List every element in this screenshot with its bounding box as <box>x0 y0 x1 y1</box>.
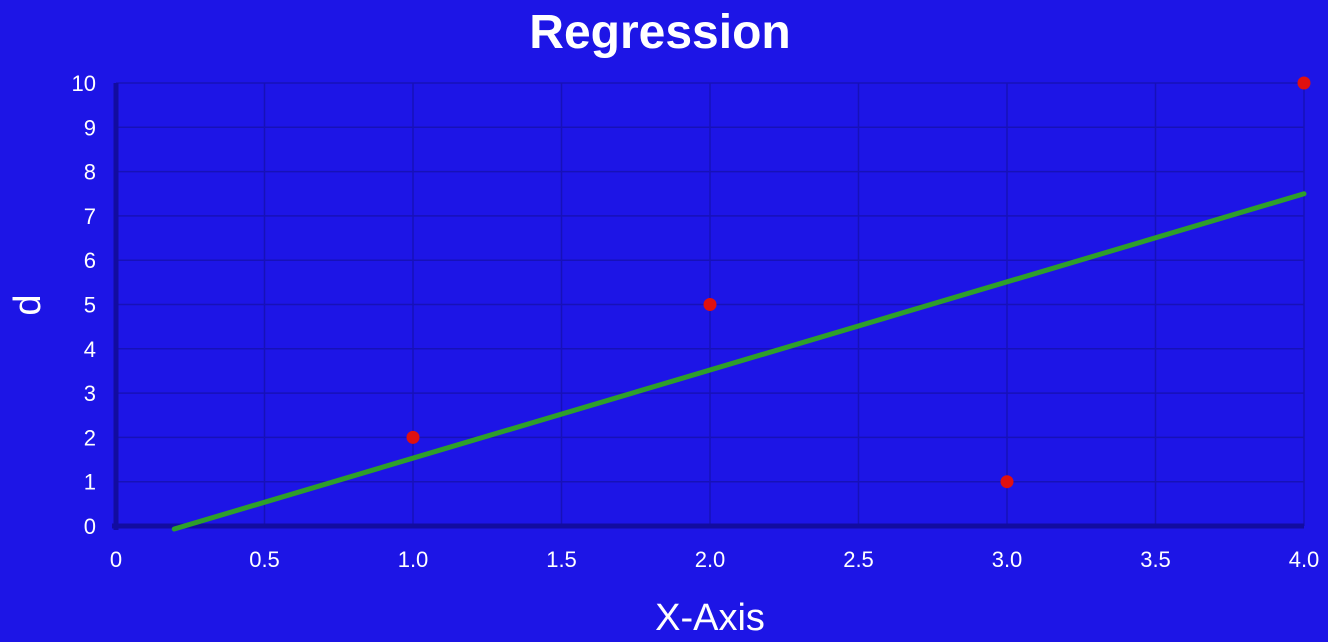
x-tick-label: 2.5 <box>843 547 874 572</box>
y-tick-label: 1 <box>84 470 96 495</box>
x-tick-label: 1.5 <box>546 547 577 572</box>
series-layer <box>171 76 1311 532</box>
x-axis-title: X-Axis <box>655 597 765 639</box>
y-tick-label: 4 <box>84 337 96 362</box>
x-tick-label: 1.0 <box>398 547 429 572</box>
y-tick-label: 8 <box>84 160 96 185</box>
x-tick-label: 4.0 <box>1289 547 1320 572</box>
y-tick-label: 2 <box>84 425 96 450</box>
y-tick-label: 9 <box>84 115 96 140</box>
y-axis-ticks: 0 1 2 3 4 5 6 7 8 9 10 <box>72 71 96 539</box>
y-tick-label: 7 <box>84 204 96 229</box>
y-tick-label: 0 <box>84 514 96 539</box>
data-point <box>1000 475 1014 489</box>
axes <box>112 83 1304 530</box>
chart-title: Regression <box>529 6 790 59</box>
x-tick-label: 3.0 <box>992 547 1023 572</box>
grid <box>115 82 1305 527</box>
x-tick-label: 0.5 <box>249 547 280 572</box>
x-axis-ticks: 0 0.5 1.0 1.5 2.0 2.5 3.0 3.5 4.0 <box>110 547 1319 572</box>
x-tick-label: 0 <box>110 547 122 572</box>
data-point <box>406 430 420 444</box>
y-axis-title: d <box>7 294 49 315</box>
y-tick-label: 10 <box>72 71 96 96</box>
x-tick-label: 3.5 <box>1140 547 1171 572</box>
regression-line <box>171 191 1307 532</box>
y-tick-label: 5 <box>84 293 96 318</box>
x-tick-label: 2.0 <box>695 547 726 572</box>
data-point <box>703 298 717 311</box>
y-tick-label: 6 <box>84 248 96 273</box>
data-point <box>1297 76 1311 90</box>
y-tick-label: 3 <box>84 381 96 406</box>
